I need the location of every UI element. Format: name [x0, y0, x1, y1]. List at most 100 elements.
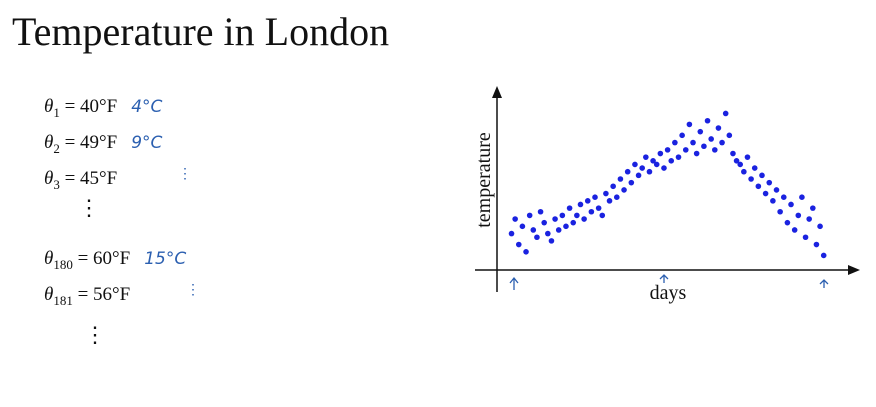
point	[701, 143, 707, 150]
point	[751, 165, 758, 171]
subscript: 1	[53, 104, 60, 120]
subscript: 181	[53, 292, 73, 308]
point	[548, 238, 555, 244]
point	[584, 198, 591, 204]
point	[730, 150, 736, 157]
note: 4°C	[131, 97, 163, 117]
point	[577, 201, 584, 208]
y-axis-arrow	[492, 86, 502, 98]
point	[795, 212, 802, 219]
note: 15°C	[144, 249, 187, 269]
rhs: = 56°F	[77, 284, 131, 305]
point	[635, 172, 642, 179]
point	[624, 168, 631, 175]
ellipsis: ⋮	[78, 195, 100, 220]
symbol: θ	[44, 96, 54, 117]
point	[592, 194, 598, 200]
point	[628, 179, 635, 186]
point	[664, 147, 671, 153]
point	[515, 241, 522, 248]
point	[545, 230, 551, 237]
symbol: θ	[44, 284, 54, 305]
point	[780, 194, 787, 200]
point	[606, 198, 613, 204]
point	[719, 139, 725, 146]
point	[534, 234, 540, 241]
ellipsis: ⋮	[84, 322, 106, 347]
point	[570, 219, 577, 226]
point	[722, 110, 729, 117]
point	[541, 219, 547, 226]
point	[559, 212, 566, 219]
point	[784, 219, 791, 226]
point	[519, 223, 526, 230]
point	[643, 154, 649, 160]
point	[526, 212, 533, 219]
point	[508, 230, 515, 237]
point	[613, 194, 620, 200]
point	[632, 161, 638, 168]
point	[566, 205, 573, 211]
point	[726, 132, 733, 139]
x-axis-arrow	[848, 265, 860, 275]
point	[610, 183, 616, 190]
point	[552, 216, 558, 222]
point	[799, 194, 805, 200]
point	[661, 165, 667, 171]
symbol: θ	[44, 248, 54, 269]
point	[770, 198, 776, 204]
point	[599, 212, 606, 219]
point	[512, 216, 518, 222]
point	[672, 139, 678, 146]
point	[581, 216, 587, 222]
rhs: = 45°F	[64, 168, 118, 189]
point	[682, 147, 689, 153]
point	[686, 121, 693, 128]
point	[777, 208, 783, 215]
point	[574, 212, 580, 219]
point	[762, 190, 769, 197]
point	[523, 249, 529, 255]
note: 9°C	[131, 133, 163, 153]
symbol: θ	[44, 168, 54, 189]
point	[537, 208, 544, 215]
annotation-arrows	[509, 274, 829, 290]
point	[603, 190, 609, 197]
point	[708, 136, 714, 142]
point	[813, 241, 820, 248]
rhs: = 60°F	[77, 248, 131, 269]
equation: θ3 = 45°F	[44, 168, 117, 193]
slide-title: Temperature in London	[12, 9, 390, 54]
point	[693, 150, 700, 157]
point	[791, 227, 798, 233]
point	[563, 223, 569, 230]
point	[657, 150, 664, 157]
point	[675, 154, 682, 160]
y-axis-label: temperature	[473, 132, 495, 228]
point	[810, 205, 816, 211]
point	[755, 183, 762, 190]
point	[744, 154, 751, 160]
point	[712, 147, 718, 153]
ellipsis: ⋮	[178, 167, 192, 182]
symbol: θ	[44, 132, 54, 153]
point	[748, 176, 754, 182]
x-axis-label: days	[650, 282, 687, 304]
point	[788, 201, 794, 208]
point	[588, 208, 595, 215]
point	[766, 179, 773, 186]
point	[741, 168, 747, 175]
point	[737, 161, 744, 168]
point	[690, 139, 696, 146]
rhs: = 40°F	[64, 96, 118, 117]
subscript: 180	[53, 256, 73, 272]
point	[555, 227, 562, 233]
point	[704, 117, 711, 124]
point	[621, 187, 627, 193]
point	[668, 158, 675, 164]
point	[817, 223, 823, 230]
point	[595, 205, 602, 211]
point	[617, 176, 624, 182]
